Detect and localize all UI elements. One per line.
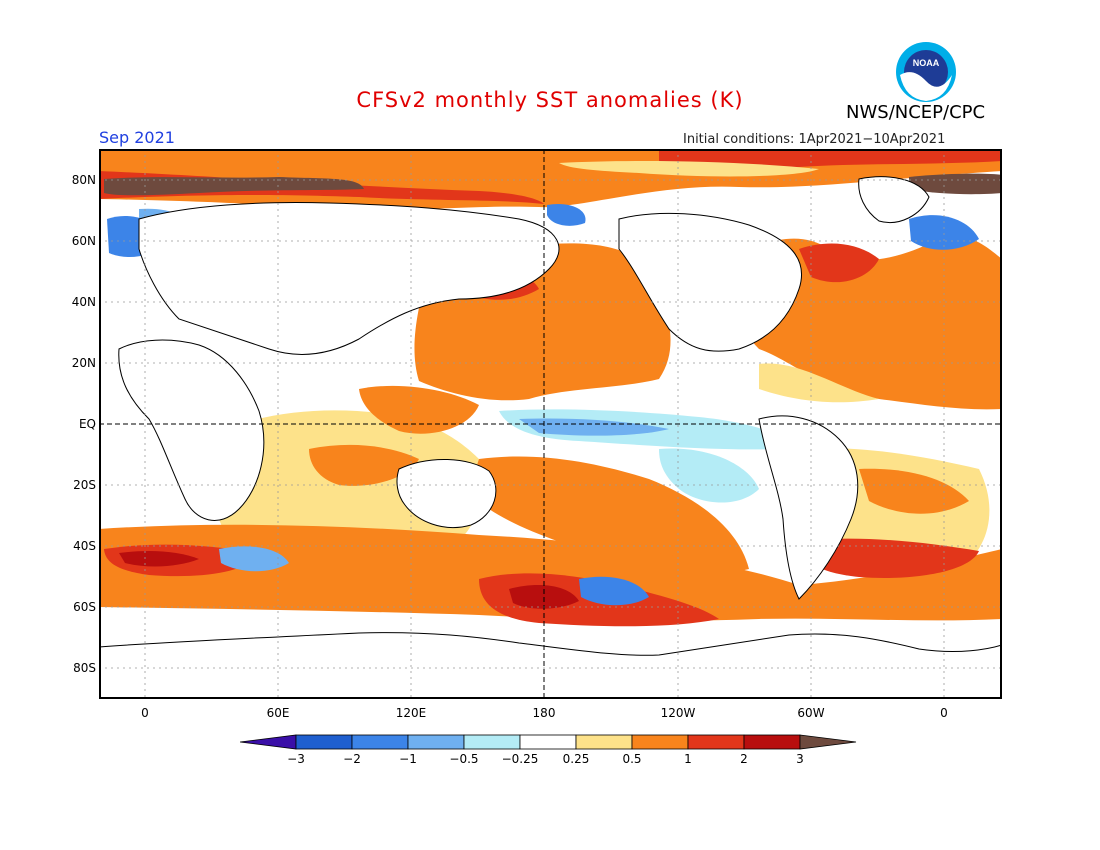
- colorbar-segment: [407, 734, 465, 750]
- anomaly-region-southern-ocean: [99, 524, 1002, 621]
- colorbar-tick-label: −3: [287, 752, 305, 766]
- colorbar-tick-label: 0.5: [622, 752, 642, 766]
- lat-label-40n: 40N: [71, 295, 96, 309]
- colorbar-tick-label: 1: [684, 752, 692, 766]
- colorbar-low-arrow: [240, 734, 297, 750]
- sst-anomaly-map: [98, 149, 1003, 699]
- anomaly-region-n-atlantic-strong: [799, 243, 879, 283]
- graticule: [99, 149, 1002, 699]
- agency-label: NWS/NCEP/CPC: [846, 102, 986, 123]
- colorbar-tick-label: 0.25: [562, 752, 590, 766]
- lat-label-20n: 20N: [71, 356, 96, 370]
- colorbar-tick-label: −0.25: [501, 752, 539, 766]
- anomaly-region-labrador-cool: [909, 215, 979, 250]
- greenland-coast: [858, 176, 930, 223]
- colorbar-segment: [631, 734, 689, 750]
- colorbar: [240, 734, 857, 750]
- colorbar-tick-label: 3: [796, 752, 804, 766]
- lat-label-40s: 40S: [73, 539, 96, 553]
- noaa-logo: NOAA: [896, 42, 956, 102]
- australia-coast: [396, 459, 497, 529]
- anomaly-region-bering-cool: [547, 203, 586, 226]
- lat-label-80n: 80N: [71, 173, 96, 187]
- colorbar-segment: [575, 734, 633, 750]
- chart-title: CFSv2 monthly SST anomalies (K): [356, 88, 744, 112]
- lat-label-20s: 20S: [73, 478, 96, 492]
- anomaly-region-arctic-extreme-east: [909, 173, 1002, 195]
- lon-label-120w: 120W: [660, 706, 696, 720]
- colorbar-tick-label: −2: [343, 752, 361, 766]
- anomaly-region-s-atlantic-warm: [859, 468, 969, 514]
- north-america-coast: [618, 212, 803, 352]
- lat-label-80s: 80S: [73, 661, 96, 675]
- anomaly-region-n-atlantic-pale: [759, 363, 879, 403]
- lon-label-0-east: 0: [940, 706, 948, 720]
- colorbar-segment: [687, 734, 745, 750]
- anomaly-region-maritime-warm: [359, 385, 479, 434]
- lat-label-60s: 60S: [73, 600, 96, 614]
- noaa-logo-text: NOAA: [913, 58, 940, 68]
- anomaly-region-eq-pacific-cold: [519, 418, 669, 436]
- colorbar-segment: [351, 734, 409, 750]
- lon-label-120e: 120E: [395, 706, 427, 720]
- colorbar-segment: [743, 734, 801, 750]
- colorbar-segment: [519, 734, 577, 750]
- anomaly-region-southern-ocean-extreme-w: [119, 551, 199, 567]
- anomaly-region-arctic-extreme-west: [104, 177, 364, 196]
- antarctica-coast: [98, 632, 1003, 656]
- initial-conditions: Initial conditions: 1Apr2021−10Apr2021: [683, 132, 946, 147]
- forecast-month: Sep 2021: [99, 128, 175, 147]
- anomaly-region-indian-ocean-warm: [309, 444, 419, 486]
- colorbar-tick-label: −0.5: [449, 752, 479, 766]
- lon-label-60e: 60E: [266, 706, 290, 720]
- colorbar-segment: [463, 734, 521, 750]
- lon-label-0-west: 0: [141, 706, 149, 720]
- anomaly-region-southern-ocean-cool-e: [219, 546, 289, 572]
- anomaly-region-arctic-pale: [559, 161, 819, 177]
- colorbar-segment: [295, 734, 353, 750]
- anomaly-region-southern-ocean-cool: [579, 576, 649, 606]
- anomaly-region-se-pacific-cool: [659, 448, 759, 503]
- anomaly-region-southern-ocean-extreme-c: [509, 585, 579, 609]
- colorbar-tick-label: 2: [740, 752, 748, 766]
- colorbar-tick-label: −1: [399, 752, 417, 766]
- lon-label-60w: 60W: [797, 706, 825, 720]
- lat-label-60n: 60N: [71, 234, 96, 248]
- eurasia-coast: [138, 202, 560, 355]
- map-canvas: [98, 149, 1003, 699]
- lat-label-eq: EQ: [78, 417, 96, 431]
- africa-coast: [118, 339, 265, 521]
- lon-label-180: 180: [532, 706, 556, 720]
- colorbar-high-arrow: [799, 734, 857, 750]
- anomaly-region-southern-ocean-strong-e: [799, 538, 979, 578]
- south-america-coast: [758, 415, 859, 600]
